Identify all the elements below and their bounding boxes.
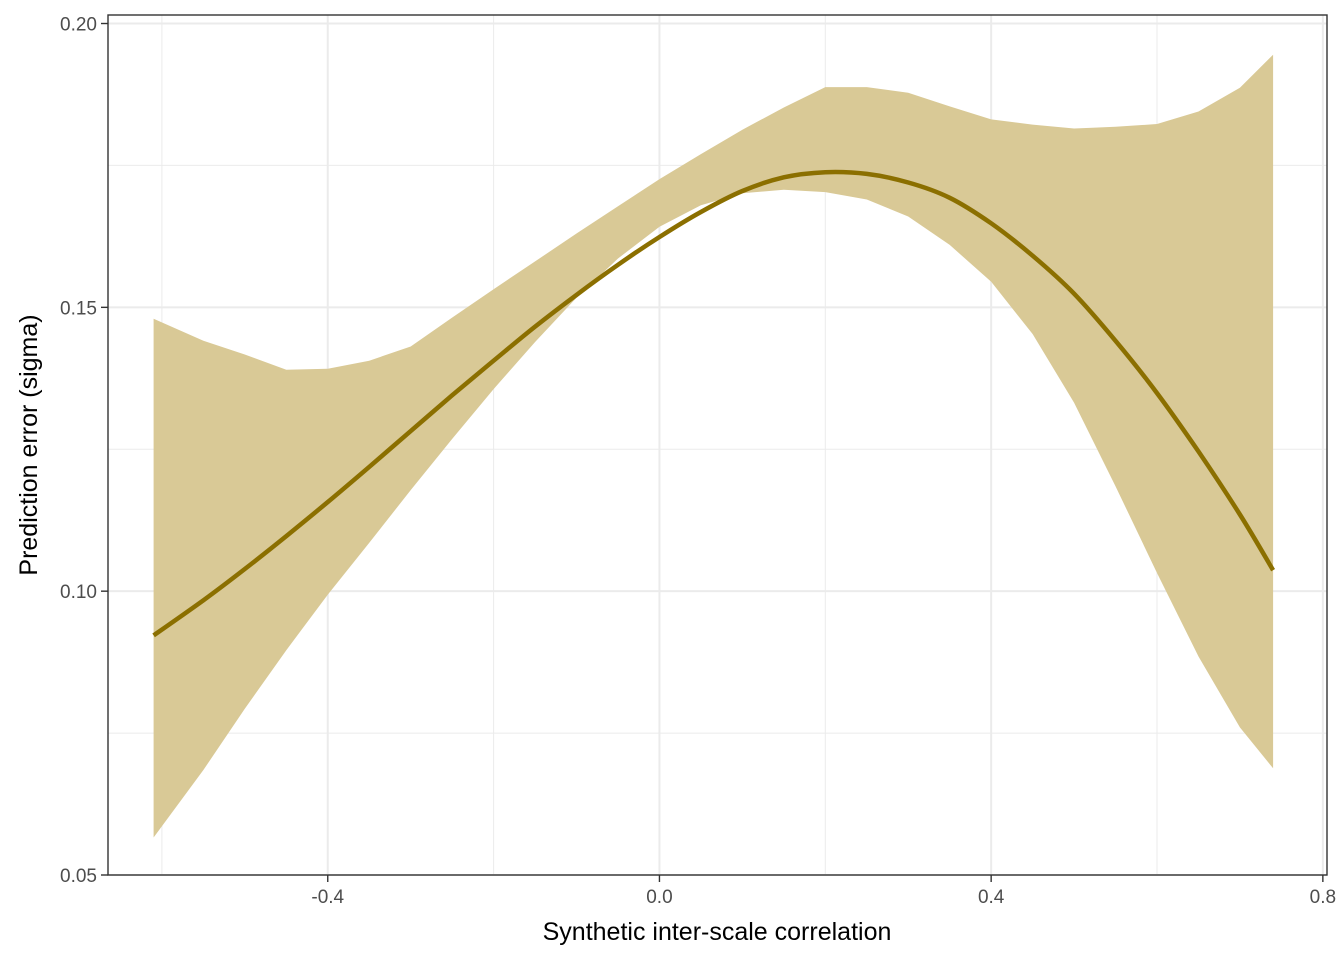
- y-axis-ticks: 0.05 0.10 0.15 0.20: [60, 15, 108, 887]
- smooth-fit-line: [152, 169, 1276, 638]
- y-tick-label: 0.10: [60, 582, 97, 603]
- plot-panel-border: [107, 14, 1328, 876]
- x-tick-label: -0.4: [311, 887, 344, 908]
- y-tick-label: 0.20: [60, 15, 97, 36]
- x-tick-label: 0.8: [1310, 887, 1336, 908]
- x-axis-title: Synthetic inter-scale correlation: [543, 918, 892, 946]
- x-axis-ticks: -0.4 0.0 0.4 0.8: [311, 875, 1336, 908]
- confidence-ribbon: [153, 54, 1274, 838]
- y-tick-label: 0.15: [60, 298, 97, 319]
- x-tick-label: 0.0: [646, 887, 672, 908]
- y-tick-label: 0.05: [60, 866, 97, 887]
- y-axis-title: Prediction error (sigma): [15, 314, 43, 575]
- x-tick-label: 0.4: [978, 887, 1005, 908]
